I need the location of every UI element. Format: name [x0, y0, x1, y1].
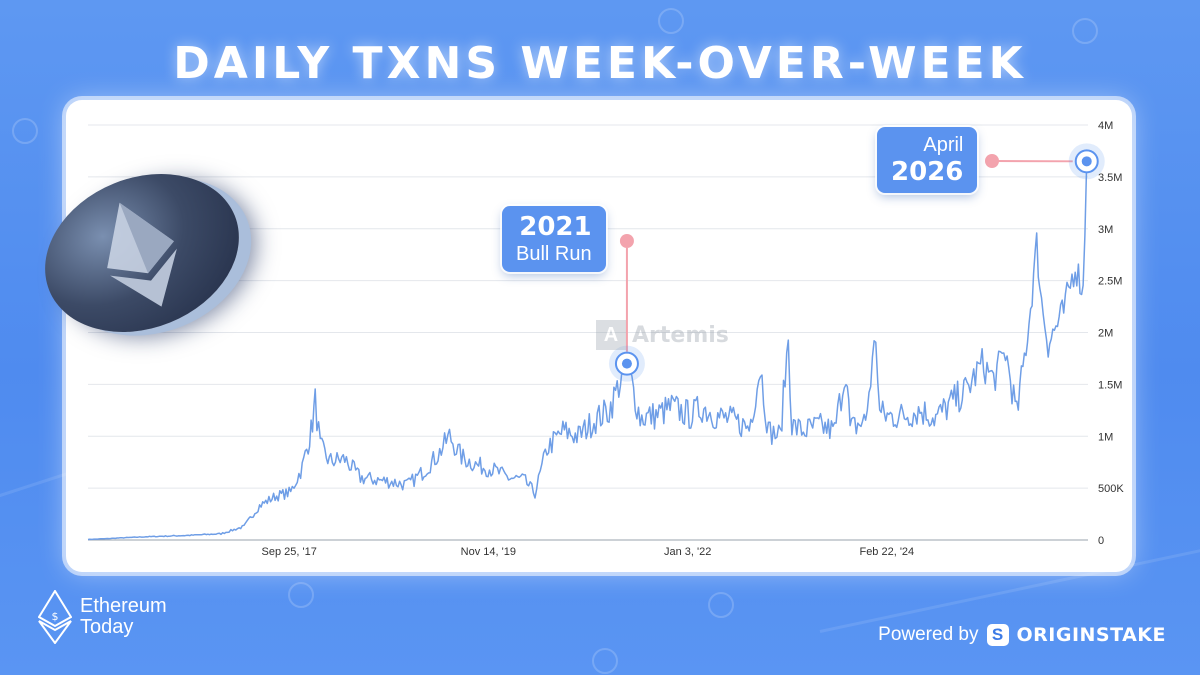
- svg-text:$: $: [52, 610, 59, 623]
- chart-card: 0 500K 1M 1.5M 2M 2.5M 3M 3.5M 4M Sep 25, '17 Nov …: [66, 100, 1132, 572]
- powered-by-originstake: Powered by S ORIGINSTAKE: [878, 624, 1166, 646]
- line-chart: 0 500K 1M 1.5M 2M 2.5M 3M 3.5M 4M Sep 25, '17 Nov …: [87, 120, 1124, 558]
- callout-dot-april: [985, 154, 999, 168]
- annotation-marker-april-core: [1081, 156, 1092, 167]
- y-tick-label: 0: [1098, 535, 1104, 547]
- callout-bull-run-year: 2021: [519, 212, 592, 242]
- y-tick-label: 2.5M: [1098, 276, 1122, 288]
- y-tick-label: 4M: [1098, 120, 1113, 132]
- series-line: [87, 161, 1088, 541]
- x-tick-label: Jan 3, '22: [664, 546, 711, 558]
- callout-april-month: April: [923, 134, 964, 156]
- callout-april-2026: April 2026: [877, 127, 978, 193]
- x-tick-label: Sep 25, '17: [262, 546, 317, 558]
- y-tick-label: 3.5M: [1098, 172, 1122, 184]
- x-tick-label: Feb 22, '24: [859, 546, 914, 558]
- ethereum-diamond-icon: [107, 202, 177, 307]
- powered-by-label: Powered by: [878, 624, 979, 645]
- y-tick-label: 500K: [1098, 483, 1124, 495]
- originstake-logo-icon: S: [986, 624, 1009, 646]
- ethereum-coin-illustration: [21, 146, 263, 360]
- artemis-logo-icon: A: [596, 320, 626, 350]
- artemis-watermark: A Artemis: [596, 320, 729, 350]
- y-tick-label: 1M: [1098, 431, 1113, 443]
- callout-bull-run: 2021 Bull Run: [502, 206, 606, 272]
- annotation-marker-bull-run-core: [621, 358, 632, 369]
- page-title: DAILY TXNS WEEK-OVER-WEEK: [173, 38, 1027, 89]
- brand-name-line1: Ethereum: [80, 595, 167, 617]
- callout-dot-bull-run: [619, 234, 634, 248]
- originstake-name: ORIGINSTAKE: [1016, 624, 1166, 646]
- x-tick-label: Nov 14, '19: [461, 546, 516, 558]
- ethereum-logo-icon: $: [38, 590, 72, 644]
- y-tick-label: 1.5M: [1098, 379, 1122, 391]
- brand-name-line2: Today: [80, 616, 134, 638]
- y-tick-label: 3M: [1098, 224, 1113, 236]
- callout-bull-run-label: Bull Run: [516, 243, 592, 265]
- callout-april-year: 2026: [891, 157, 964, 187]
- brand-ethereum-today: $ Ethereum Today: [38, 590, 167, 644]
- y-tick-label: 2M: [1098, 328, 1113, 340]
- watermark-text: Artemis: [632, 322, 729, 348]
